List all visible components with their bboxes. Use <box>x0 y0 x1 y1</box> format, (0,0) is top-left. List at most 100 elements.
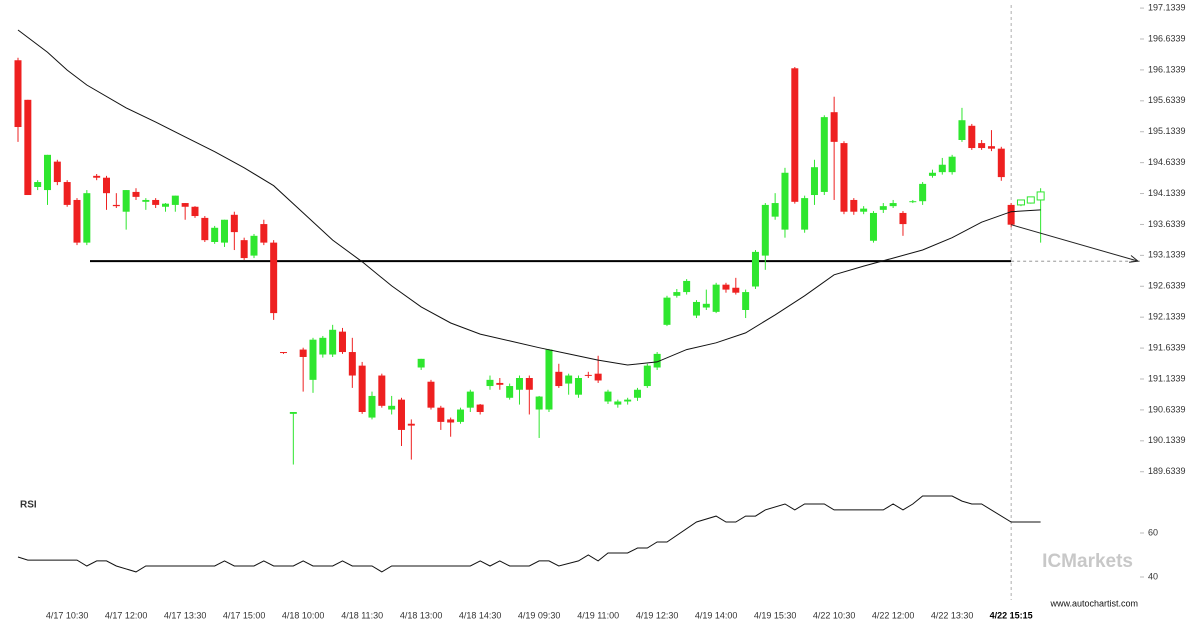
candle-body <box>53 161 61 183</box>
forecast-arrow <box>1010 224 1139 262</box>
y-tick-label: 194.1339 <box>1148 188 1186 198</box>
candle-body <box>437 407 445 422</box>
candle-body <box>958 120 966 140</box>
candle-body <box>102 177 110 194</box>
source: www.autochartist.com <box>1049 598 1138 608</box>
candle-body <box>486 379 494 387</box>
x-tick-label: 4/17 13:30 <box>164 610 207 620</box>
candle-body <box>496 382 504 385</box>
candle-body <box>397 399 405 430</box>
x-tick-label: 4/22 12:00 <box>872 610 915 620</box>
candle-body <box>860 208 868 212</box>
x-tick-label: 4/18 13:00 <box>400 610 443 620</box>
x-tick-label: 4/19 12:30 <box>636 610 679 620</box>
candle-body <box>820 117 828 192</box>
y-tick-label: 191.6339 <box>1148 342 1186 352</box>
candle-body <box>299 349 307 357</box>
y-tick-label: 194.6339 <box>1148 157 1186 167</box>
candle-body <box>122 190 130 212</box>
x-tick-label: 4/17 10:30 <box>46 610 89 620</box>
candle-body <box>240 240 248 259</box>
candle-body <box>132 191 140 197</box>
candle-body <box>781 172 789 230</box>
candle-body <box>889 203 897 207</box>
x-tick-label: 4/22 10:30 <box>813 610 856 620</box>
candle-body <box>73 199 81 243</box>
candle-body <box>702 303 710 308</box>
candle-body <box>83 193 91 243</box>
candle-body <box>525 378 533 390</box>
candle-body <box>309 339 317 380</box>
candle-body <box>968 125 976 149</box>
candle-body <box>1007 204 1015 225</box>
candle-body <box>93 175 101 178</box>
candle-body <box>830 112 838 142</box>
x-tick-label: 4/19 11:00 <box>577 610 619 620</box>
candle-body <box>211 227 219 242</box>
candle-body <box>643 365 651 387</box>
x-tick-label: 4/19 14:00 <box>695 610 738 620</box>
candle-body <box>24 99 32 196</box>
candle-body <box>289 412 297 414</box>
candle-body <box>614 401 622 405</box>
candle-body <box>1026 196 1035 204</box>
candle-body <box>801 198 809 230</box>
candle-body <box>604 391 612 402</box>
rsi-label: RSI <box>20 500 37 511</box>
candle-body <box>555 371 563 387</box>
candle-body <box>476 404 484 412</box>
candle-body <box>368 395 376 418</box>
candle-body <box>466 391 474 408</box>
candle-body <box>653 353 661 368</box>
candle-body <box>673 292 681 296</box>
y-tick-label: 193.1339 <box>1148 250 1186 260</box>
candle-body <box>427 381 435 408</box>
candle-body <box>761 204 769 256</box>
candle-body <box>220 219 228 243</box>
candle-body <box>692 301 700 316</box>
candle-body <box>810 167 818 196</box>
candle-body <box>584 374 592 376</box>
candle-body <box>417 358 425 368</box>
y-tick-label: 196.1339 <box>1148 64 1186 74</box>
candle-body <box>456 409 464 422</box>
candle-body <box>152 199 160 205</box>
candle-body <box>201 217 209 241</box>
candle-body <box>14 60 22 128</box>
candle-body <box>407 423 415 426</box>
x-tick-label: 4/19 15:30 <box>754 610 797 620</box>
candle-body <box>63 182 71 205</box>
y-tick-label: 191.1339 <box>1148 373 1186 383</box>
candle-body <box>722 284 730 290</box>
y-tick-label: 197.1339 <box>1148 2 1186 12</box>
candle-body <box>378 375 386 406</box>
y-tick-label: 192.1339 <box>1148 312 1186 322</box>
candle-body <box>535 396 543 410</box>
y-tick-label: 189.6339 <box>1148 466 1186 476</box>
candle-body <box>909 201 917 203</box>
x-tick-label: 4/18 11:30 <box>341 610 383 620</box>
candle-body <box>771 203 779 217</box>
candle-body <box>663 297 671 325</box>
candle-body <box>447 419 455 423</box>
candle-body <box>899 212 907 225</box>
candle-body <box>938 164 946 173</box>
candle-body <box>574 378 582 395</box>
watermark: ICMarkets <box>1042 551 1133 572</box>
candle-body <box>388 405 396 410</box>
candle-body <box>850 199 858 212</box>
x-tick-label: 4/22 13:30 <box>931 610 974 620</box>
moving-average <box>17 29 1041 366</box>
candle-body <box>948 156 956 173</box>
candle-body <box>840 143 848 212</box>
candle-body <box>161 203 169 207</box>
candle-body <box>515 378 523 390</box>
candle-body <box>624 399 632 402</box>
candle-body <box>250 235 258 256</box>
y-tick-label: 190.1339 <box>1148 435 1186 445</box>
candle-body <box>987 146 995 149</box>
candle-body <box>1016 199 1025 206</box>
y-tick-label: 195.1339 <box>1148 126 1186 136</box>
y-tick-label: 196.6339 <box>1148 33 1186 43</box>
